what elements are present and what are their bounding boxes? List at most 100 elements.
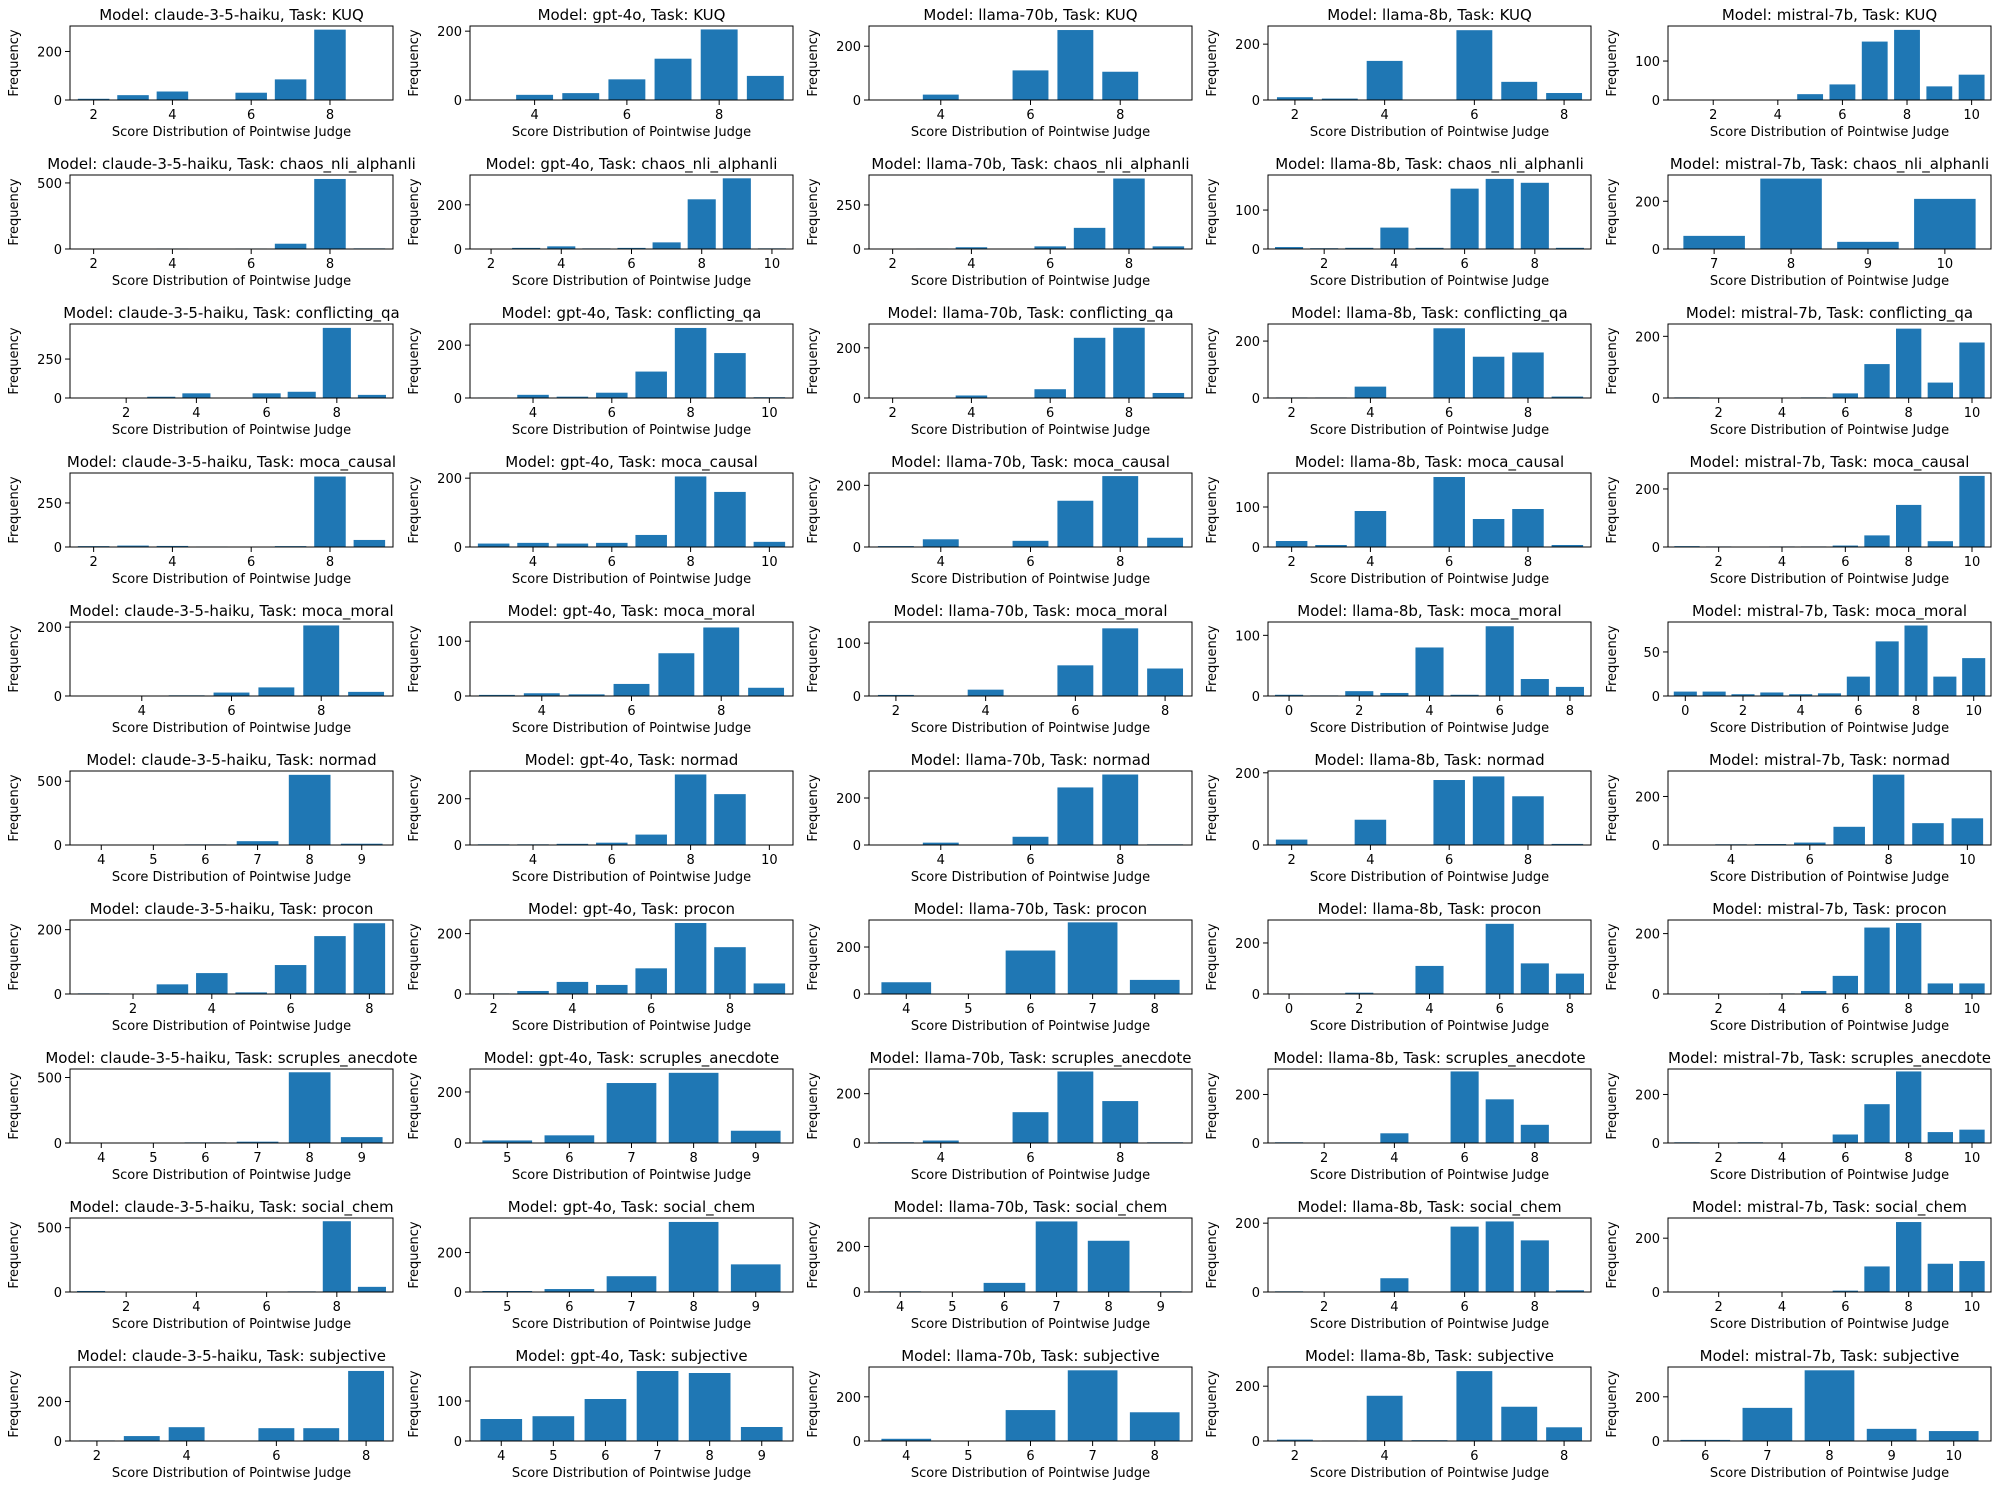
- bar: [547, 246, 576, 249]
- bar: [1702, 691, 1726, 696]
- axes-frame: [1267, 1217, 1592, 1293]
- y-tick-label: 200: [437, 339, 462, 354]
- y-tick-label: 200: [836, 1240, 861, 1255]
- x-tick-label: 6: [1026, 555, 1034, 570]
- y-axis-label: Frequency: [407, 29, 422, 96]
- bar: [1555, 1290, 1584, 1292]
- bar: [1450, 1071, 1479, 1143]
- x-tick-label: 8: [1116, 1151, 1124, 1166]
- subplot-title: Model: mistral-7b, Task: KUQ: [1722, 6, 1937, 24]
- x-tick-label: 6: [1841, 1300, 1849, 1315]
- x-tick-label: 4: [1366, 853, 1374, 868]
- x-tick-label: 8: [306, 1151, 314, 1166]
- x-tick-label: 7: [1710, 257, 1718, 272]
- x-tick-label: 5: [503, 1151, 511, 1166]
- x-tick-label: 2: [487, 257, 495, 272]
- x-tick-label: 8: [686, 406, 694, 421]
- y-axis-label: Frequency: [407, 923, 422, 990]
- bar: [1485, 1221, 1514, 1292]
- subplot: 6 7 8 9 10 0 200 Model: mistral-7b, Task: subje…: [1605, 1347, 1992, 1481]
- axes-frame: [69, 25, 394, 101]
- y-tick-label: 0: [54, 690, 62, 705]
- y-tick-label: 0: [1252, 839, 1260, 854]
- subplot-title: Model: llama-70b, Task: scruples_anecdot…: [870, 1049, 1192, 1068]
- bar: [1433, 780, 1465, 845]
- subplot: 2 4 6 8 0 250 Model: claude-3-5-haiku, Task: c…: [7, 304, 400, 438]
- x-tick-label: 8: [326, 555, 334, 570]
- bar: [1864, 535, 1890, 547]
- bar: [517, 394, 549, 398]
- x-tick-label: 4: [97, 853, 105, 868]
- y-tick-label: 100: [1235, 501, 1260, 516]
- y-axis-label: Frequency: [7, 625, 22, 692]
- x-tick-label: 7: [253, 1151, 261, 1166]
- axes-frame: [469, 919, 794, 995]
- y-tick-label: 0: [1252, 1286, 1260, 1301]
- x-axis-label: Score Distribution of Pointwise Judge: [1710, 870, 1949, 885]
- x-tick-label: 8: [1560, 1449, 1568, 1464]
- bar: [1837, 241, 1899, 249]
- subplot: 4 5 6 7 8 0 200 Model: llama-70b, Task: procon S…: [806, 900, 1193, 1034]
- bar: [668, 1221, 719, 1292]
- bar: [1912, 823, 1944, 845]
- x-tick-label: 4: [937, 555, 945, 570]
- x-tick-label: 6: [565, 1151, 573, 1166]
- x-tick-label: 8: [1903, 108, 1911, 123]
- x-tick-label: 4: [1778, 1151, 1786, 1166]
- y-axis-label: Frequency: [1605, 327, 1620, 394]
- subplot: 2 4 6 8 0 200 Model: llama-8b, Task: subjectiv…: [1205, 1347, 1592, 1481]
- x-tick-label: 8: [333, 1300, 341, 1315]
- x-axis-label: Score Distribution of Pointwise Judge: [512, 1466, 751, 1481]
- bar: [1801, 990, 1827, 994]
- y-tick-label: 500: [37, 1222, 62, 1237]
- y-tick-label: 0: [1652, 392, 1660, 407]
- x-tick-label: 6: [1026, 853, 1034, 868]
- bar: [1275, 694, 1304, 696]
- bar: [1073, 227, 1106, 249]
- y-tick-label: 0: [54, 1137, 62, 1152]
- x-tick-label: 4: [1778, 406, 1786, 421]
- axes-frame: [1667, 174, 1992, 250]
- subplot-title: Model: claude-3-5-haiku, Task: KUQ: [99, 6, 364, 24]
- axes-frame: [1267, 472, 1592, 548]
- y-axis-label: Frequency: [7, 923, 22, 990]
- y-tick-label: 0: [454, 1137, 462, 1152]
- x-tick-label: 2: [1715, 1300, 1723, 1315]
- bar: [1012, 1112, 1049, 1143]
- x-tick-label: 4: [1774, 108, 1782, 123]
- x-axis-label: Score Distribution of Pointwise Judge: [112, 125, 351, 140]
- axes-frame: [1667, 472, 1992, 548]
- bar: [877, 694, 914, 696]
- bar: [353, 539, 386, 547]
- subplot: 0 2 4 6 8 0 100 Model: llama-8b, Task: moca_mor…: [1205, 602, 1592, 736]
- subplot: 4 5 6 7 8 9 0 200 Model: llama-70b, Task: social…: [806, 1198, 1193, 1332]
- bar: [1012, 70, 1049, 100]
- bar: [1551, 545, 1584, 547]
- y-tick-label: 0: [1252, 243, 1260, 258]
- axes-frame: [868, 174, 1193, 250]
- bar: [477, 543, 510, 547]
- y-tick-label: 50: [1643, 646, 1660, 661]
- x-tick-label: 0: [1681, 704, 1689, 719]
- bar: [1927, 1132, 1953, 1143]
- bar: [584, 1399, 627, 1441]
- y-axis-label: Frequency: [1205, 1072, 1220, 1139]
- x-tick-label: 9: [752, 1151, 760, 1166]
- x-tick-label: 6: [1026, 1151, 1034, 1166]
- bar: [606, 1083, 657, 1143]
- bar: [77, 98, 110, 100]
- y-axis-label: Frequency: [1205, 1221, 1220, 1288]
- bar: [1450, 694, 1479, 696]
- x-tick-label: 4: [967, 406, 975, 421]
- bar: [1345, 691, 1374, 696]
- x-tick-label: 6: [627, 257, 635, 272]
- x-axis-label: Score Distribution of Pointwise Judge: [1710, 572, 1949, 587]
- x-tick-label: 7: [627, 1300, 635, 1315]
- subplot-title: Model: llama-70b, Task: chaos_nli_alphan…: [871, 155, 1189, 174]
- subplot: 2 4 6 8 0 200 Model: llama-8b, Task: scruples_…: [1205, 1049, 1592, 1183]
- subplot-title: Model: llama-8b, Task: procon: [1318, 900, 1542, 918]
- bar: [1067, 1370, 1118, 1441]
- bar: [556, 981, 589, 994]
- bar: [1275, 541, 1308, 547]
- axes-frame: [469, 25, 794, 101]
